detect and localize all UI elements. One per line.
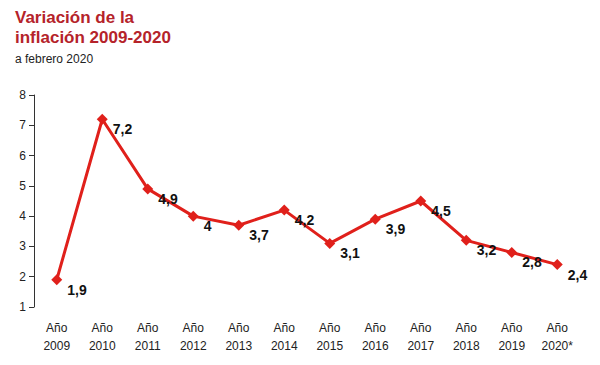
svg-text:2011: 2011 bbox=[135, 339, 161, 353]
svg-text:Año: Año bbox=[183, 321, 205, 335]
svg-text:Año: Año bbox=[547, 321, 569, 335]
svg-text:2009: 2009 bbox=[43, 339, 70, 353]
svg-text:3: 3 bbox=[19, 239, 26, 253]
svg-text:2,4: 2,4 bbox=[568, 267, 588, 283]
svg-text:a febrero 2020: a febrero 2020 bbox=[15, 52, 93, 66]
svg-text:2018: 2018 bbox=[453, 339, 480, 353]
svg-text:Año: Año bbox=[319, 321, 341, 335]
svg-text:4: 4 bbox=[19, 209, 26, 223]
svg-text:Año: Año bbox=[501, 321, 523, 335]
svg-text:3,9: 3,9 bbox=[386, 221, 406, 237]
svg-text:Año: Año bbox=[456, 321, 478, 335]
svg-text:inflación 2009-2020: inflación 2009-2020 bbox=[15, 28, 171, 47]
svg-text:4: 4 bbox=[204, 218, 212, 234]
svg-text:2015: 2015 bbox=[316, 339, 343, 353]
svg-text:7,2: 7,2 bbox=[113, 121, 133, 137]
svg-text:Variación de la: Variación de la bbox=[15, 8, 135, 27]
svg-text:4,9: 4,9 bbox=[158, 191, 178, 207]
svg-text:2020*: 2020* bbox=[542, 339, 574, 353]
svg-text:Año: Año bbox=[137, 321, 159, 335]
svg-text:3,2: 3,2 bbox=[477, 242, 497, 258]
svg-text:Año: Año bbox=[410, 321, 432, 335]
svg-text:2010: 2010 bbox=[89, 339, 116, 353]
svg-text:2,8: 2,8 bbox=[522, 254, 542, 270]
svg-text:2013: 2013 bbox=[225, 339, 252, 353]
svg-text:6: 6 bbox=[19, 149, 26, 163]
svg-text:2: 2 bbox=[19, 270, 26, 284]
svg-text:4,5: 4,5 bbox=[431, 203, 451, 219]
svg-text:Año: Año bbox=[365, 321, 387, 335]
svg-text:Año: Año bbox=[46, 321, 68, 335]
svg-text:7: 7 bbox=[19, 118, 26, 132]
svg-text:Año: Año bbox=[92, 321, 114, 335]
svg-text:5: 5 bbox=[19, 179, 26, 193]
svg-text:2012: 2012 bbox=[180, 339, 207, 353]
svg-text:3,1: 3,1 bbox=[340, 245, 360, 261]
svg-text:2016: 2016 bbox=[362, 339, 389, 353]
svg-text:2019: 2019 bbox=[498, 339, 525, 353]
svg-text:3,7: 3,7 bbox=[249, 227, 269, 243]
svg-text:2014: 2014 bbox=[271, 339, 298, 353]
svg-text:Año: Año bbox=[228, 321, 250, 335]
svg-text:4,2: 4,2 bbox=[295, 212, 315, 228]
svg-text:2017: 2017 bbox=[407, 339, 434, 353]
svg-text:8: 8 bbox=[19, 88, 26, 102]
svg-text:1,9: 1,9 bbox=[67, 282, 87, 298]
svg-text:Año: Año bbox=[274, 321, 296, 335]
svg-text:1: 1 bbox=[19, 300, 26, 314]
